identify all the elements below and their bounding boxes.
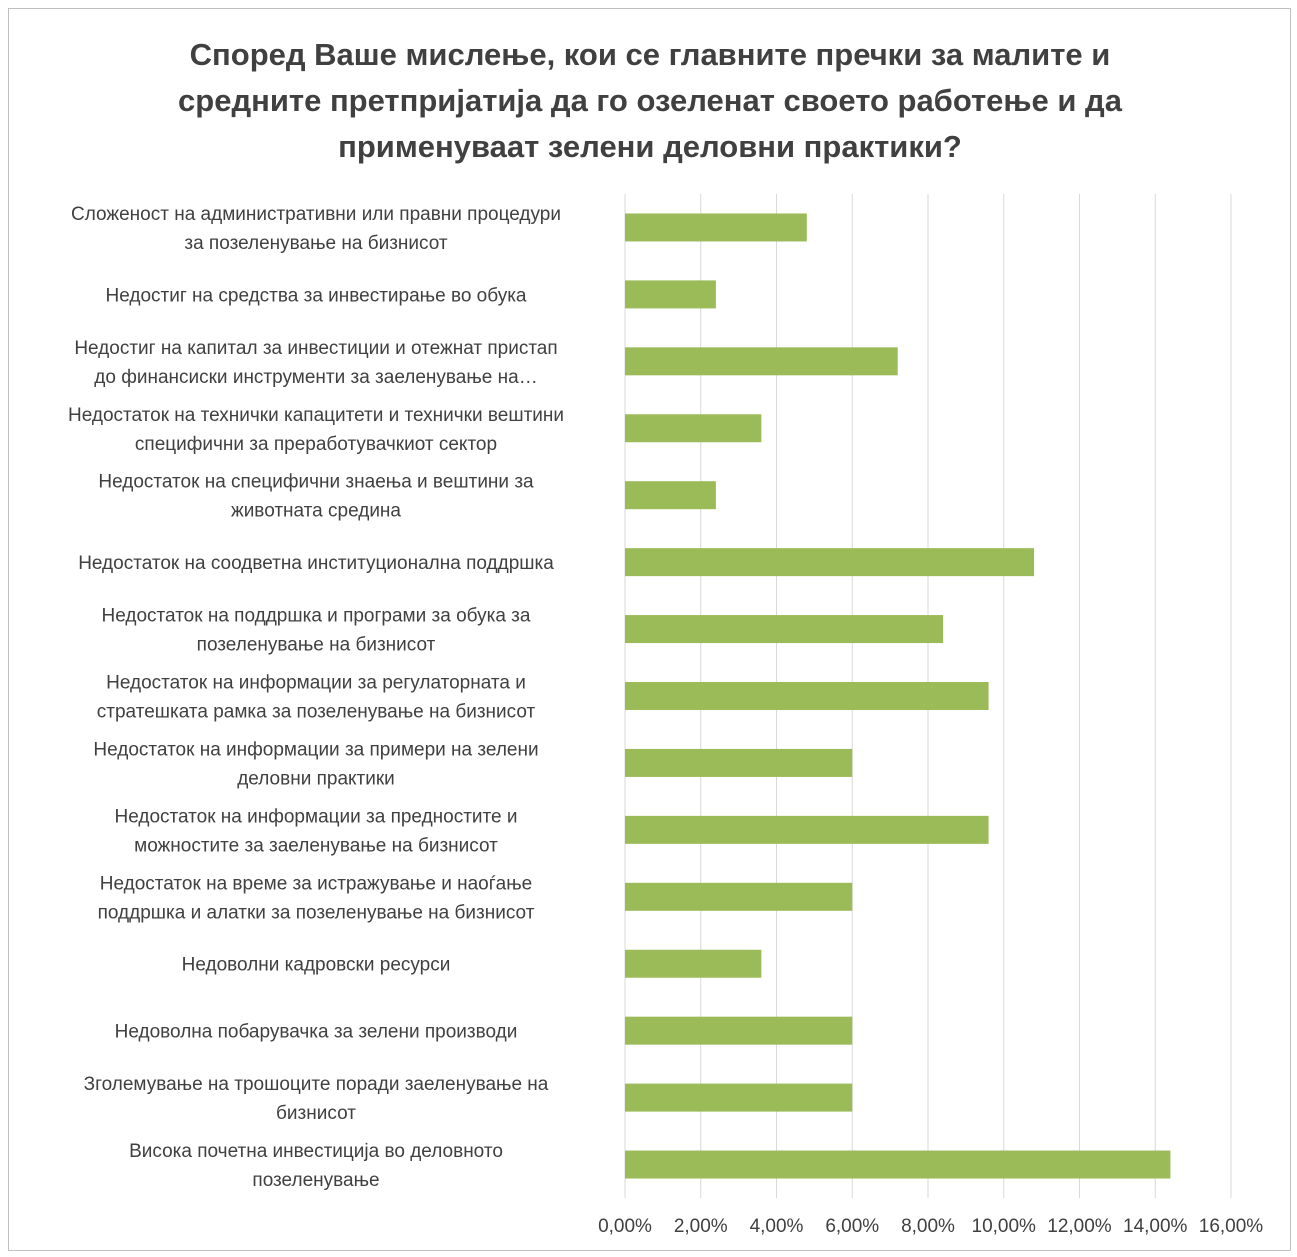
bar [625, 815, 989, 844]
category-labels: Сложеност на административни или правни … [68, 204, 564, 1191]
bar [625, 280, 716, 309]
bar [625, 615, 944, 644]
category-label: Недоволни кадровски ресурси [182, 955, 451, 976]
x-tick-label: 6,00% [825, 1216, 879, 1237]
bar [625, 1016, 853, 1045]
bar [625, 347, 898, 376]
x-tick-label: 12,00% [1047, 1216, 1112, 1237]
x-tick-label: 0,00% [598, 1216, 652, 1237]
bar [625, 949, 762, 978]
category-label: Недостаток на информации за регулаторнат… [97, 673, 536, 723]
category-label: Недостаток на време за истражување и нао… [98, 873, 535, 923]
category-label: Сложеност на административни или правни … [71, 204, 561, 254]
category-label: Недоволна побарувачка за зелени производ… [115, 1022, 518, 1043]
x-tick-label: 4,00% [750, 1216, 804, 1237]
x-tick-label: 16,00% [1199, 1216, 1264, 1237]
bar [625, 1150, 1171, 1179]
bar [625, 682, 989, 710]
category-label: Висока почетна инвестиција во деловното п… [129, 1141, 503, 1191]
bar [625, 481, 716, 510]
bar [625, 882, 853, 911]
x-tick-label: 2,00% [674, 1216, 728, 1237]
bars [625, 213, 1171, 1179]
bar [625, 748, 853, 777]
bar [625, 548, 1035, 577]
bar [625, 414, 762, 443]
category-label: Недостаток на информации за предностите … [114, 806, 517, 856]
category-label: Зголемување на трошоците поради заеленув… [84, 1074, 549, 1124]
chart-title: Според Ваше мислење, кои се главните пре… [178, 37, 1122, 164]
x-tick-label: 14,00% [1123, 1216, 1188, 1237]
category-label: Недостаток на технички капацитети и техн… [68, 405, 564, 455]
category-label: Недостаток на специфични знаења и вештин… [98, 472, 534, 522]
x-tick-label: 10,00% [972, 1216, 1037, 1237]
category-label: Недостаток на поддршка и програми за обу… [102, 606, 531, 656]
x-tick-labels: 0,00% 2,00% 4,00% 6,00% 8,00% 10,00% 12,00% 14,… [598, 1216, 1263, 1237]
bar [625, 1083, 853, 1112]
category-label: Недостаток на информации за примери на з… [93, 739, 538, 789]
category-label: Недостиг на капитал за инвестиции и отеж… [74, 338, 557, 388]
category-label: Недостиг на средства за инвестирање во о… [105, 285, 526, 306]
x-tick-label: 8,00% [901, 1216, 955, 1237]
category-label: Недостаток на соодветна институционална … [78, 553, 554, 574]
bar [625, 213, 807, 242]
